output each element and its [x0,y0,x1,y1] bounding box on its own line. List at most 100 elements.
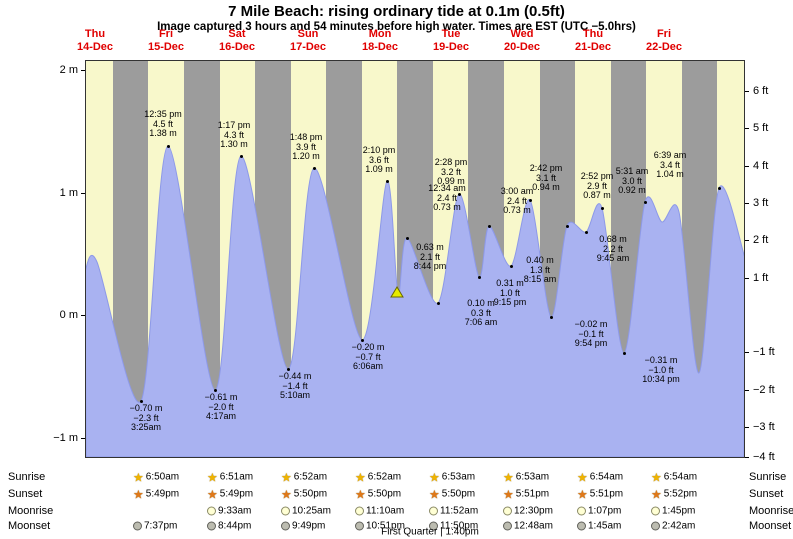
sunset-time: 5:50pm [367,488,402,500]
tide-point-dot [643,200,647,204]
sunset-time: 5:49pm [219,488,254,500]
moon-phase-label: First Quarter | 1:40pm [381,526,479,538]
sunset-item: ★ 5:50pm [281,487,328,501]
sunrise-time: 6:52am [367,471,402,483]
moonset-icon [207,521,216,531]
sunrise-item: ★ 6:54am [651,471,697,483]
tide-event-label: −0.02 m −0.1 ft 9:54 pm [574,319,608,348]
sunrise-item: ★ 6:50am [133,471,180,483]
moonset-time: 1:45am [588,520,622,532]
day-label: Tue 19-Dec [432,28,470,53]
tide-event-label: −0.20 m −0.7 ft 6:06am [351,342,385,371]
sunset-icon: ★ [281,487,292,501]
moonset-icon [133,521,142,531]
moonset-item: 11:50pm [429,521,478,532]
moonrise-icon [429,506,438,516]
moonrise-icon [577,506,586,516]
tide-point-dot [487,224,491,228]
y-axis-left-tick [81,70,85,71]
sunset-icon: ★ [503,487,514,501]
day-label: Thu 21-Dec [574,28,612,53]
sunrise-icon: ★ [503,470,514,484]
moonrise-icon [355,506,364,516]
moonrise-item: 10:25am [281,506,331,517]
y-axis-right-label: −4 ft [753,451,775,463]
y-axis-right-label: 5 ft [753,122,769,134]
moonrise-time: 10:25am [292,505,331,517]
tide-event-label: −0.31 m −1.0 ft 10:34 pm [642,355,680,384]
tide-event-label: 2:28 pm 3.2 ft 0.99 m [434,157,468,186]
tide-point-dot [166,144,170,148]
tide-point-dot [436,301,440,305]
tide-point-dot [549,315,553,319]
sunset-icon: ★ [133,487,144,501]
moonset-icon [651,521,660,531]
y-axis-left-label: 1 m [59,187,78,199]
tide-event-label: 3:00 am 2.4 ft 0.73 m [500,186,534,215]
sunrise-icon: ★ [429,470,440,484]
moonset-item: 12:48am [503,521,553,532]
moonrise-item: 9:33am [207,506,251,517]
y-axis-left-tick [81,438,85,439]
sunset-item: ★ 5:49pm [207,488,254,500]
sunrise-time: 6:50am [145,471,180,483]
moonset-item: 2:42am [651,521,695,532]
moonset-icon [503,521,512,531]
sunset-time: 5:50pm [293,488,328,500]
astro-panel: Sunrise Sunrise ★ 6:50am ★ 6:51am ★ 6:52am ★ 6:52… [0,465,793,539]
sunrise-item: ★ 6:51am [207,471,254,483]
tide-event-label: 2:52 pm 2.9 ft 0.87 m [580,171,614,200]
y-axis-left-label: −1 m [53,432,78,444]
moonset-item: 7:37pm [133,521,177,532]
tide-plot [85,60,745,458]
moonrise-icon [207,506,216,516]
day-label: Wed 20-Dec [503,28,541,53]
sunrise-item: ★ 6:53am [429,470,475,484]
sunset-time: 5:51pm [515,488,550,500]
tide-point-dot [584,230,588,234]
moonrise-time: 11:10am [366,505,405,517]
y-axis-right-label: 4 ft [753,160,769,172]
moonset-time: 8:44pm [218,520,252,532]
y-axis-right-label: −3 ft [753,421,775,433]
moonset-icon [355,521,364,531]
sunrise-time: 6:51am [219,471,254,483]
tide-point-dot [239,154,243,158]
sunrise-row-label: Sunrise [749,471,787,483]
moonrise-time: 11:52am [440,505,479,517]
sunset-row-label: Sunset [8,488,43,500]
moonrise-icon [503,506,512,516]
y-axis-right-tick [745,352,749,353]
sunrise-item: ★ 6:52am [281,470,327,484]
day-label: Sun 17-Dec [289,28,327,53]
y-axis-left-label: 0 m [59,309,78,321]
tide-point-dot [528,198,532,202]
sunset-time: 5:49pm [145,488,180,500]
day-label: Thu 14-Dec [76,28,114,53]
day-label: Sat 16-Dec [218,28,256,53]
moonset-icon [281,521,290,531]
moonset-item: 9:49pm [281,521,325,532]
sunset-item: ★ 5:50pm [355,488,402,500]
moonrise-row-label: Moonrise [749,505,793,517]
subtitle: Image captured 3 hours and 54 minutes be… [157,21,636,33]
moonrise-item: 12:30pm [503,506,553,517]
tide-event-label: −0.44 m −1.4 ft 5:10am [278,371,312,400]
sunset-item: ★ 5:51pm [503,487,550,501]
sunset-item: ★ 5:50pm [429,488,475,500]
sunset-item: ★ 5:51pm [577,487,623,501]
moonrise-time: 1:07pm [588,505,622,517]
sunset-icon: ★ [577,487,588,501]
moonrise-time: 1:45pm [662,505,696,517]
sunrise-item: ★ 6:54am [577,471,623,483]
tide-event-label: 2:10 pm 3.6 ft 1.09 m [362,145,396,174]
y-axis-right-label: 1 ft [753,272,769,284]
sunrise-icon: ★ [281,470,292,484]
sunrise-time: 6:53am [515,471,550,483]
tide-event-label: 0.40 m 1.3 ft 8:15 am [523,255,557,284]
y-axis-right-tick [745,166,749,167]
tide-event-label: 2:42 pm 3.1 ft 0.94 m [529,163,563,192]
tide-event-label: 1:48 pm 3.9 ft 1.20 m [289,132,323,161]
